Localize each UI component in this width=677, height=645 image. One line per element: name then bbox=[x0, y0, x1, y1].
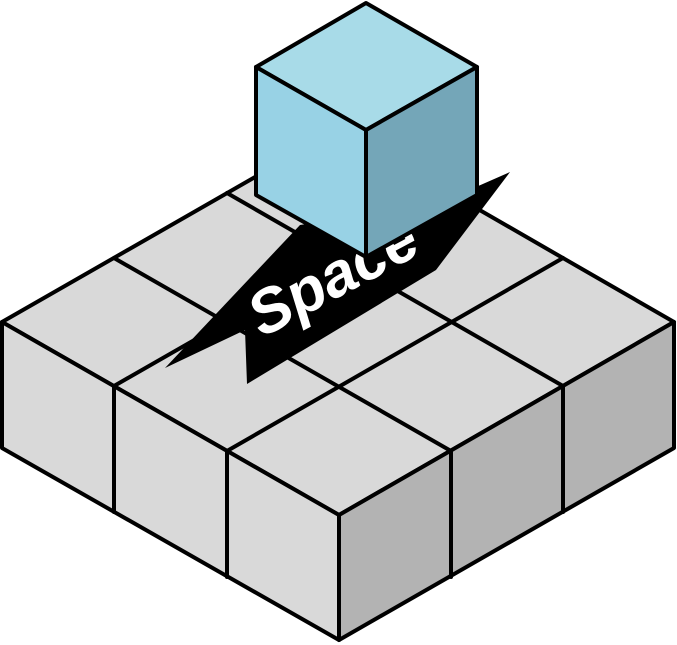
blue-cube bbox=[254, 1, 479, 259]
grid-line bbox=[225, 256, 565, 453]
blue-cube-right-face bbox=[364, 65, 479, 259]
